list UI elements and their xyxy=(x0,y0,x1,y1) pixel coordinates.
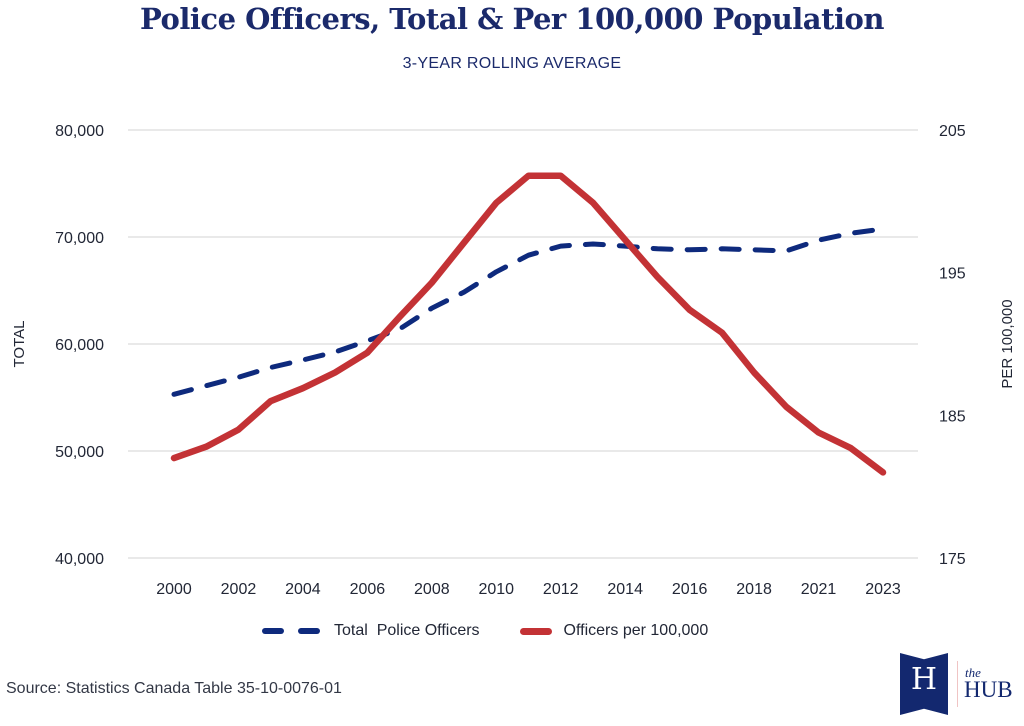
series-line-officers-per-100k xyxy=(170,172,887,476)
y-tick-left: 40,000 xyxy=(55,551,104,568)
x-tick: 2016 xyxy=(672,581,708,598)
y-axis-right-title: PER 100,000 xyxy=(999,299,1016,388)
x-tick: 2012 xyxy=(543,581,579,598)
legend-item-per-capita: Officers per 100,000 xyxy=(519,622,709,640)
logo-banner-icon xyxy=(900,653,948,715)
logo-monogram: H xyxy=(910,662,938,697)
series-group xyxy=(170,172,887,476)
x-axis-ticks: 2000 2002 2004 2006 2008 2010 2012 2014 2016 2018… xyxy=(156,581,901,598)
legend-swatch-dashed xyxy=(262,628,284,634)
x-tick: 2002 xyxy=(221,581,257,598)
y-tick-right: 195 xyxy=(939,266,966,283)
x-tick: 2018 xyxy=(736,581,772,598)
logo-divider xyxy=(957,661,958,707)
y-tick-left: 60,000 xyxy=(55,337,104,354)
x-tick: 2008 xyxy=(414,581,450,598)
series-line-total-officers xyxy=(171,226,886,397)
x-tick: 2010 xyxy=(478,581,514,598)
x-tick: 2021 xyxy=(801,581,837,598)
hub-logo: H the HUB xyxy=(898,653,1018,717)
source-note: Source: Statistics Canada Table 35-10-00… xyxy=(6,680,342,697)
y-axis-left-title: TOTAL xyxy=(11,321,28,368)
y-tick-right: 185 xyxy=(939,408,966,425)
legend-swatch-solid xyxy=(519,627,552,635)
chart-subtitle: 3-YEAR ROLLING AVERAGE xyxy=(402,55,622,72)
y-tick-right: 175 xyxy=(939,551,966,568)
y-axis-left-ticks: 80,000 70,000 60,000 50,000 40,000 xyxy=(55,123,104,568)
y-tick-left: 70,000 xyxy=(55,230,104,247)
x-tick: 2023 xyxy=(865,581,901,598)
legend-item-total: Total Police Officers xyxy=(262,622,480,640)
x-tick: 2006 xyxy=(350,581,386,598)
logo-the-text: the xyxy=(965,665,981,680)
legend-label-total: Total Police Officers xyxy=(334,622,480,639)
logo-hub-text: HUB xyxy=(964,677,1013,702)
x-tick: 2000 xyxy=(156,581,192,598)
gridlines xyxy=(128,129,918,559)
chart-title: Police Officers, Total & Per 100,000 Pop… xyxy=(140,2,884,36)
y-tick-right: 205 xyxy=(939,123,966,140)
legend-label-per-capita: Officers per 100,000 xyxy=(563,622,709,639)
x-tick: 2014 xyxy=(607,581,643,598)
y-tick-left: 50,000 xyxy=(55,444,104,461)
y-axis-right-ticks: 205 195 185 175 xyxy=(939,123,966,568)
y-tick-left: 80,000 xyxy=(55,123,104,140)
legend: Total Police Officers Officers per 100,0… xyxy=(262,622,748,640)
x-tick: 2004 xyxy=(285,581,321,598)
legend-swatch-dashed xyxy=(298,628,320,634)
